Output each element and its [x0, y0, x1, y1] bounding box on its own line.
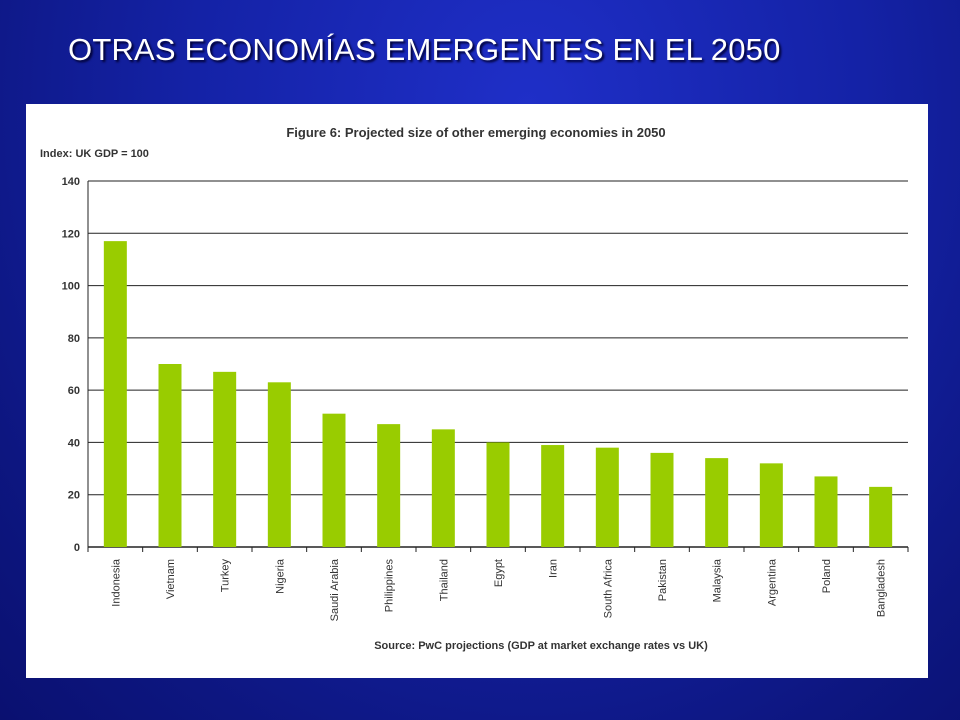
- x-tick-label: South Africa: [602, 558, 614, 618]
- bar: [814, 476, 838, 547]
- bar: [705, 458, 729, 547]
- x-tick-labels: Indonesia Vietnam Turkey Nigeria Saudi Arabi…: [110, 558, 887, 621]
- x-tick-label: Turkey: [220, 559, 232, 593]
- y-tick-label: 100: [62, 281, 80, 293]
- bar: [158, 364, 182, 547]
- y-tick-label: 120: [62, 228, 80, 240]
- x-tick-label: Argentina: [766, 558, 778, 606]
- y-axis-label: Index: UK GDP = 100: [40, 148, 149, 160]
- chart-source: Source: PwC projections (GDP at market e…: [374, 640, 708, 652]
- y-tick-labels: 0 20 40 60 80 100 120 140: [62, 176, 80, 554]
- bar: [377, 424, 401, 547]
- x-tick-label: Pakistan: [657, 559, 669, 601]
- x-tick-label: Iran: [548, 559, 560, 578]
- chart-figure: Figure 6: Projected size of other emergi…: [26, 104, 928, 678]
- x-tick-label: Thailand: [438, 559, 450, 601]
- y-tick-label: 140: [62, 176, 80, 188]
- bar: [759, 463, 783, 547]
- x-tick-label: Bangladesh: [876, 559, 888, 617]
- x-tick-label: Saudi Arabia: [329, 558, 341, 621]
- bar: [541, 445, 565, 547]
- bar: [267, 382, 291, 547]
- bar: [595, 447, 619, 547]
- y-tick-label: 0: [74, 542, 80, 554]
- bars: [103, 241, 893, 547]
- slide-title: OTRAS ECONOMÍAS EMERGENTES EN EL 2050: [68, 32, 781, 67]
- bar: [869, 486, 893, 547]
- y-tick-label: 60: [68, 385, 80, 397]
- bar: [213, 371, 237, 547]
- bar: [650, 452, 674, 547]
- bar-chart: Figure 6: Projected size of other emergi…: [40, 125, 909, 652]
- x-tick-label: Malaysia: [712, 558, 724, 602]
- y-tick-label: 40: [68, 437, 80, 449]
- bar: [486, 442, 510, 547]
- y-tick-label: 80: [68, 333, 80, 345]
- y-tick-label: 20: [68, 490, 80, 502]
- x-tick-label: Philippines: [384, 559, 396, 613]
- x-tick-label: Poland: [821, 559, 833, 593]
- bar: [431, 429, 455, 547]
- bar: [322, 413, 346, 547]
- x-tick-label: Egypt: [493, 559, 505, 587]
- x-tick-label: Nigeria: [274, 558, 286, 594]
- bar: [103, 241, 127, 547]
- x-tick-label: Indonesia: [110, 558, 122, 607]
- chart-title: Figure 6: Projected size of other emergi…: [286, 125, 665, 140]
- x-tick-label: Vietnam: [165, 559, 177, 599]
